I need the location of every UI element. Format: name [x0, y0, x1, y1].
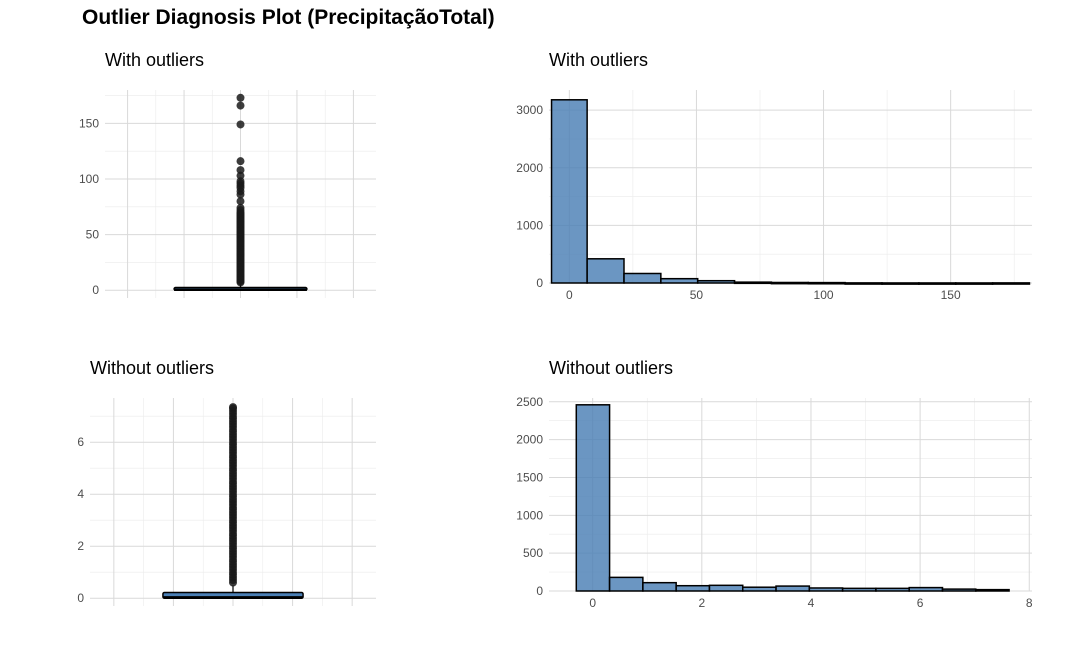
figure-title: Outlier Diagnosis Plot (PrecipitaçãoTota… [82, 6, 495, 29]
histogram-bar [775, 585, 811, 592]
histogram-bar [841, 587, 877, 592]
histogram-bar [733, 281, 773, 285]
y-tick-label: 1000 [516, 218, 543, 232]
histogram-bar [975, 588, 1010, 592]
histogram-bar [875, 587, 910, 592]
x-tick-label: 50 [690, 288, 704, 302]
histogram-bar [807, 281, 846, 285]
y-tick-label: 2000 [516, 161, 543, 175]
histogram-bar [575, 404, 611, 592]
histogram-bar [808, 587, 844, 592]
histogram-bar [586, 258, 625, 284]
histogram-bar [623, 272, 662, 284]
y-tick-label: 2000 [516, 433, 543, 447]
outlier-point [236, 93, 245, 102]
panel-histogram-without-outliers: Without outliers 0 500 1000 1500 2000 2500 0 2 4… [516, 358, 1033, 610]
y-tick-label: 2 [77, 539, 84, 553]
y-tick-label: 0 [92, 283, 99, 297]
outlier-point [236, 166, 245, 175]
outlier-point [236, 203, 245, 212]
panel-title: With outliers [549, 50, 648, 70]
histogram-bar [954, 282, 994, 285]
histogram-bar [608, 576, 644, 592]
panel-title: Without outliers [549, 358, 673, 378]
histogram-bar [941, 588, 977, 592]
panel-histogram-with-outliers: With outliers 0 1000 2000 3000 0 50 100 150 [516, 50, 1032, 302]
histogram-bar [550, 99, 588, 284]
y-tick-label: 0 [536, 276, 543, 290]
outlier-point [236, 120, 245, 129]
y-tick-label: 500 [523, 546, 543, 560]
histogram-bar [770, 281, 810, 285]
x-tick-label: 0 [589, 596, 596, 610]
histogram-bar [908, 586, 944, 592]
outlier-point [236, 171, 245, 180]
y-tick-label: 4 [77, 487, 84, 501]
y-tick-label: 150 [79, 116, 99, 130]
outlier-point [236, 157, 245, 166]
histogram-bar [741, 586, 777, 592]
y-tick-label: 0 [536, 584, 543, 598]
histogram-bar [991, 282, 1031, 285]
y-tick-label: 1000 [516, 508, 543, 522]
histogram-bar [675, 584, 711, 592]
panel-boxplot-with-outliers: With outliers 0 50 100 150 [79, 50, 376, 298]
x-tick-label: 4 [808, 596, 815, 610]
panel-title: With outliers [105, 50, 204, 70]
x-tick-label: 6 [917, 596, 924, 610]
x-tick-label: 150 [941, 288, 961, 302]
x-tick-label: 100 [814, 288, 834, 302]
histogram-bar [881, 282, 920, 285]
outlier-point [236, 197, 245, 206]
panel-title: Without outliers [90, 358, 214, 378]
y-tick-label: 6 [77, 435, 84, 449]
x-tick-label: 0 [566, 288, 573, 302]
outlier-point [236, 177, 245, 186]
y-tick-label: 1500 [516, 470, 543, 484]
y-tick-label: 3000 [516, 103, 543, 117]
x-tick-label: 2 [698, 596, 705, 610]
panel-boxplot-without-outliers: Without outliers 0 2 4 6 [77, 358, 376, 606]
histogram-bar [696, 279, 736, 284]
y-tick-label: 50 [86, 228, 100, 242]
y-tick-label: 100 [79, 172, 99, 186]
outlier-point [229, 403, 237, 412]
y-tick-label: 0 [77, 591, 84, 605]
histogram-bar [642, 581, 677, 592]
outlier-point [236, 101, 245, 110]
y-tick-label: 2500 [516, 395, 543, 409]
x-tick-label: 8 [1026, 596, 1033, 610]
histogram-bar [660, 277, 699, 284]
histogram-bar [708, 584, 744, 592]
histogram-bar [844, 282, 883, 285]
histogram-bar [918, 282, 957, 285]
